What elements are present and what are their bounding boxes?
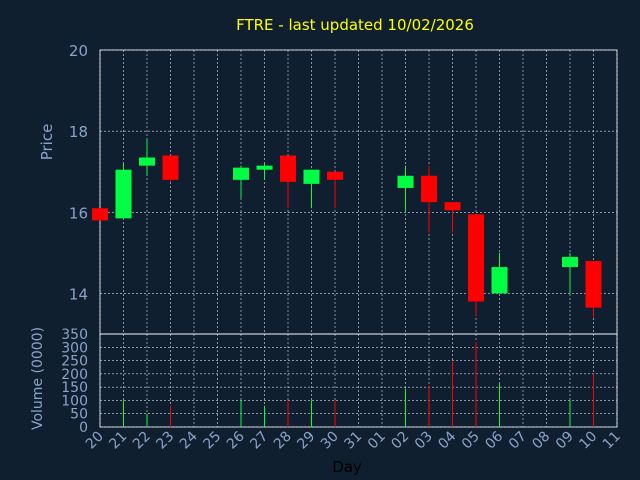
candle-body xyxy=(139,157,155,166)
x-tick-label: 06 xyxy=(482,428,506,452)
chart-title: FTRE - last updated 10/02/2026 xyxy=(236,16,474,34)
volume-tick-label: 200 xyxy=(61,367,88,383)
x-axis-title: Day xyxy=(332,458,362,476)
volume-tick-label: 100 xyxy=(61,393,88,409)
price-axis-title: Price xyxy=(38,124,56,161)
volume-tick-label: 150 xyxy=(61,380,88,396)
candle-body xyxy=(280,155,296,182)
candle-body xyxy=(397,175,414,188)
candle-body xyxy=(444,202,461,211)
x-tick-label: 02 xyxy=(388,429,412,453)
candle-body xyxy=(162,155,179,180)
x-tick-label: 30 xyxy=(318,429,342,453)
volume-tick-label: 50 xyxy=(70,407,88,423)
volume-axis-title: Volume (0000) xyxy=(30,327,46,430)
x-tick-label: 25 xyxy=(200,429,224,453)
x-tick-label: 04 xyxy=(435,428,459,452)
x-tick-label: 22 xyxy=(130,429,154,453)
x-tick-label: 27 xyxy=(247,429,271,453)
candle-body xyxy=(115,169,132,219)
candle-body xyxy=(585,260,602,308)
x-tick-label: 07 xyxy=(506,429,530,453)
volume-panel-frame xyxy=(99,333,618,428)
price-tick-label: 14 xyxy=(69,285,88,303)
x-tick-label: 10 xyxy=(576,429,600,453)
x-tick-label: 05 xyxy=(459,429,483,453)
price-tick-label: 20 xyxy=(69,42,88,60)
candle-body xyxy=(468,214,484,302)
candle-body xyxy=(421,175,437,203)
candle-body xyxy=(327,171,343,180)
x-tick-label: 23 xyxy=(153,429,177,453)
x-tick-label: 09 xyxy=(553,429,577,453)
volume-tick-label: 300 xyxy=(61,340,88,356)
candle-body xyxy=(256,165,273,170)
price-tick-label: 18 xyxy=(69,123,88,141)
price-tick-label: 16 xyxy=(69,204,88,222)
x-tick-label: 29 xyxy=(294,429,318,453)
volume-tick-label: 0 xyxy=(79,420,88,436)
x-tick-label: 31 xyxy=(341,429,365,453)
x-tick-label: 24 xyxy=(177,428,201,452)
x-tick-label: 01 xyxy=(365,429,389,453)
candle-body xyxy=(562,256,578,268)
x-tick-label: 28 xyxy=(271,429,295,453)
x-tick-label: 26 xyxy=(224,428,248,452)
candle-body xyxy=(92,208,108,221)
candle-body xyxy=(303,169,320,184)
volume-tick-label: 350 xyxy=(61,327,88,343)
x-tick-label: 08 xyxy=(529,429,553,453)
x-tick-label: 03 xyxy=(412,429,436,453)
x-tick-label: 21 xyxy=(106,429,130,453)
candle-body xyxy=(233,167,249,180)
candle-body xyxy=(491,267,508,294)
volume-tick-label: 250 xyxy=(61,354,88,370)
x-tick-label: 11 xyxy=(600,429,624,453)
